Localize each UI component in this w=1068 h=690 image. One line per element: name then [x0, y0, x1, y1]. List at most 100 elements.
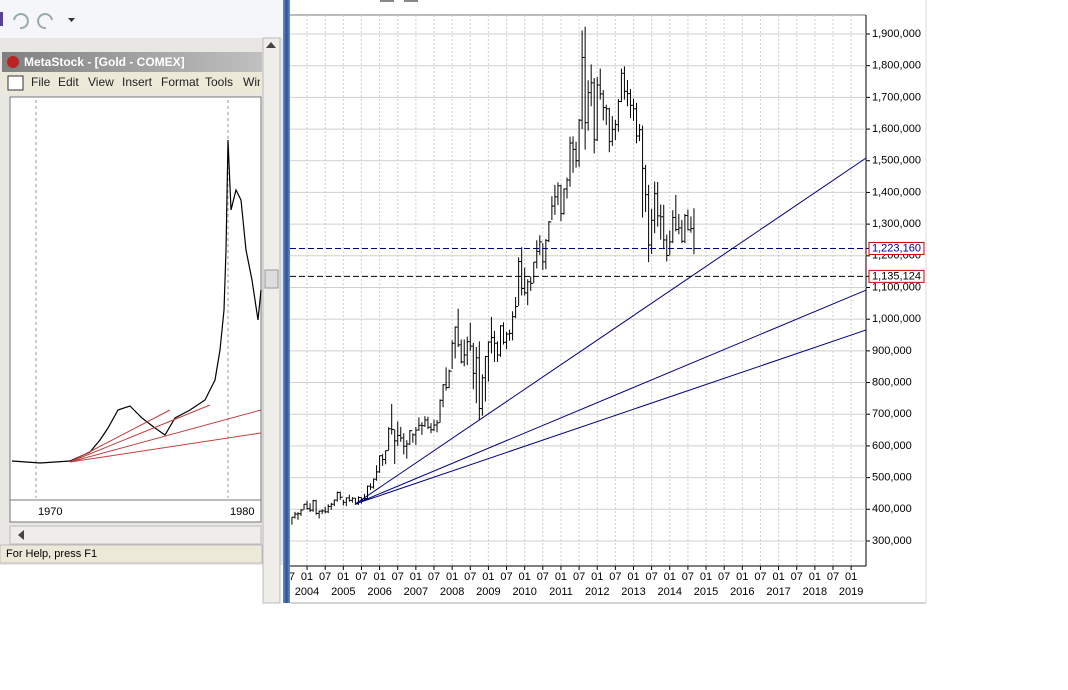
chart-pane [290, 0, 926, 603]
pane-handle [404, 0, 418, 2]
menu-item[interactable]: Format [161, 75, 200, 89]
x-tick-label: 07 [283, 571, 295, 583]
x-tick-label: 07 [827, 571, 839, 583]
window-title: MetaStock - [Gold - COMEX] [24, 55, 185, 69]
title-bar [2, 52, 262, 72]
year-label: 2004 [295, 586, 319, 598]
y-tick-label: 1,500,000 [872, 155, 921, 167]
year-label: 2008 [440, 586, 464, 598]
undo-icon[interactable] [13, 13, 29, 30]
y-tick-label: 300,000 [872, 535, 912, 547]
menu-item[interactable]: File [31, 75, 51, 89]
y-tick-label: 400,000 [872, 503, 912, 515]
x-tick-label: 07 [609, 571, 621, 583]
plot [290, 15, 866, 566]
scroll-thumb[interactable] [264, 269, 279, 289]
x-tick-label: 01 [555, 571, 567, 583]
year-label: 2012 [585, 586, 609, 598]
x-tick-label: 01 [482, 571, 494, 583]
x-tick-label: 07 [537, 571, 549, 583]
y-tick-label: 800,000 [872, 376, 912, 388]
x-tick-label: 01 [809, 571, 821, 583]
year-label: 2018 [803, 586, 827, 598]
doc-icon[interactable] [7, 75, 24, 91]
x-tick-label: 07 [682, 571, 694, 583]
menu-item[interactable]: Tools [205, 75, 233, 89]
x-tick-label: 07 [573, 571, 585, 583]
trendline [355, 157, 866, 505]
year-label: 2016 [730, 586, 754, 598]
mini-year: 1980 [230, 506, 254, 518]
price-label: 1,135,124 [872, 270, 921, 282]
y-tick-label: 1,700,000 [872, 91, 921, 103]
menu-item[interactable]: Win [243, 75, 264, 89]
x-tick-label: 07 [754, 571, 766, 583]
y-tick-label: 1,000,000 [872, 313, 921, 325]
app-icon [7, 56, 19, 68]
x-tick-label: 01 [627, 571, 639, 583]
toolbar [0, 0, 283, 38]
year-label: 2010 [512, 586, 536, 598]
year-label: 2015 [694, 586, 718, 598]
y-tick-label: 1,800,000 [872, 60, 921, 72]
toolbar-icon [0, 12, 3, 26]
year-label: 2006 [367, 586, 391, 598]
x-tick-label: 07 [464, 571, 476, 583]
year-label: 2009 [476, 586, 500, 598]
x-tick-label: 01 [301, 571, 313, 583]
dropdown-icon[interactable] [68, 18, 75, 22]
x-tick-label: 07 [319, 571, 331, 583]
redo-icon[interactable] [37, 13, 53, 30]
year-label: 2017 [766, 586, 790, 598]
price-label-box [868, 241, 925, 255]
y-tick-label: 500,000 [872, 472, 912, 484]
menu: File Edit View Insert Format Tools Win [31, 75, 264, 89]
x-tick-label: 07 [646, 571, 658, 583]
x-axis-labels: 07 01 07 01 07 01 07 01 07 01 07 01 07 01 07 01 07 01 07 01… [283, 566, 863, 598]
year-label: 2014 [658, 586, 682, 598]
x-tick-label: 01 [337, 571, 349, 583]
x-tick-label: 01 [410, 571, 422, 583]
x-tick-label: 01 [446, 571, 458, 583]
x-tick-label: 07 [392, 571, 404, 583]
mini-year: 1970 [38, 506, 62, 518]
status-bar [0, 544, 263, 564]
y-tick-label: 1,100,000 [872, 281, 921, 293]
horizontal-scrollbar[interactable] [9, 525, 262, 545]
x-tick-label: 01 [700, 571, 712, 583]
trendline [355, 289, 866, 505]
menu-bar [2, 72, 262, 94]
y-tick-label: 1,300,000 [872, 218, 921, 230]
x-tick-label: 01 [519, 571, 531, 583]
trendline [355, 329, 866, 505]
status-text: For Help, press F1 [6, 548, 97, 560]
x-tick-label: 07 [500, 571, 512, 583]
x-tick-label: 01 [772, 571, 784, 583]
year-label: 2011 [549, 586, 573, 598]
y-tick-label: 1,900,000 [872, 28, 921, 40]
splitter[interactable] [283, 0, 290, 603]
scroll-up[interactable] [266, 42, 276, 48]
x-tick-label: 07 [791, 571, 803, 583]
y-tick-label: 700,000 [872, 408, 912, 420]
menu-item[interactable]: Insert [122, 75, 153, 89]
year-label: 2019 [839, 586, 863, 598]
price-label-box [868, 269, 925, 283]
x-tick-label: 07 [428, 571, 440, 583]
mini-chart [9, 96, 262, 501]
price-label: 1,223,160 [872, 242, 921, 254]
menu-item[interactable]: Edit [58, 75, 79, 89]
y-tick-label: 900,000 [872, 345, 912, 357]
mini-fan [69, 404, 262, 463]
year-label: 2013 [621, 586, 645, 598]
x-tick-label: 01 [664, 571, 676, 583]
pane-handle [380, 0, 394, 2]
y-tick-label: 600,000 [872, 440, 912, 452]
vertical-scrollbar[interactable] [262, 37, 281, 604]
scroll-left[interactable] [18, 530, 24, 540]
x-tick-label: 01 [373, 571, 385, 583]
menu-item[interactable]: View [88, 75, 114, 89]
y-tick-label: 1,600,000 [872, 123, 921, 135]
year-label: 2007 [404, 586, 428, 598]
